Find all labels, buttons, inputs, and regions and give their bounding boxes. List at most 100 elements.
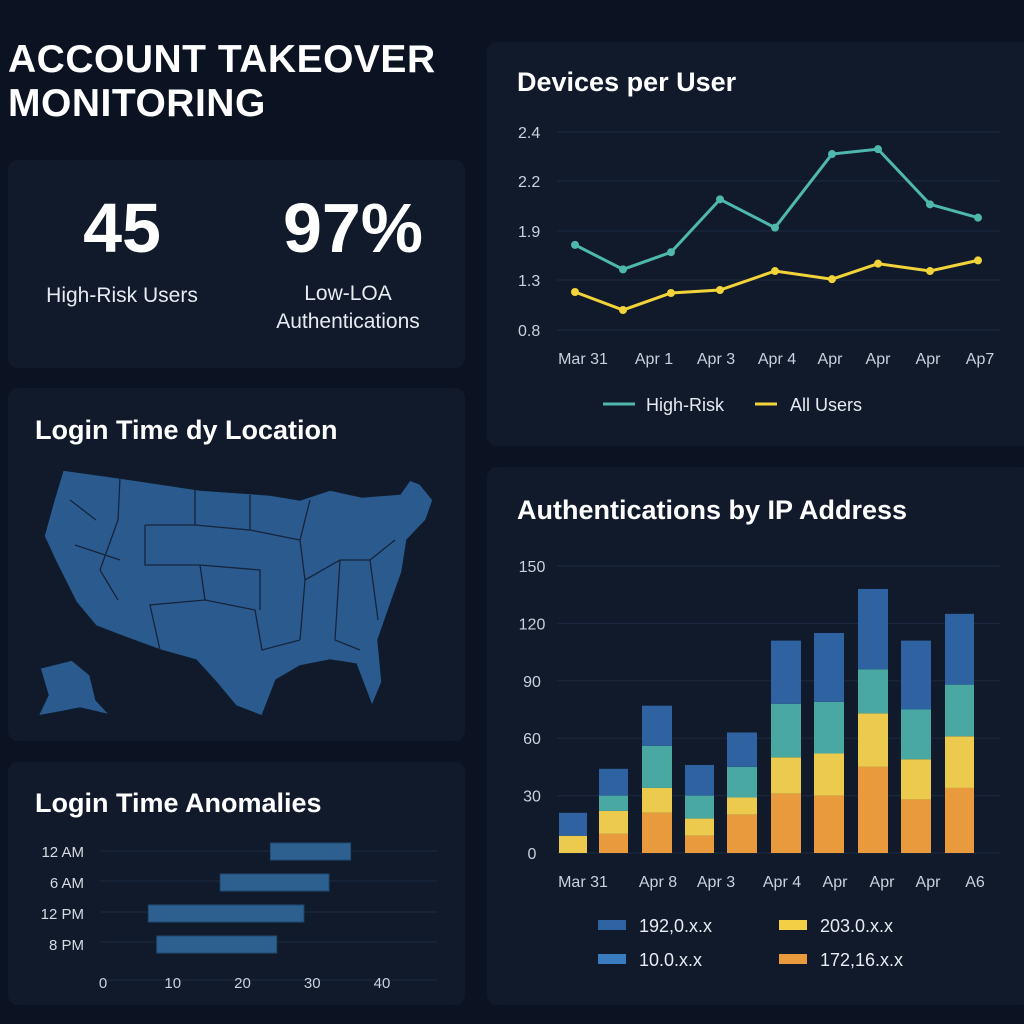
bar-segment <box>858 669 888 714</box>
bar-segment <box>727 732 757 767</box>
legend-swatch <box>598 954 626 964</box>
line-xtick-label: Apr <box>916 351 942 368</box>
line-point <box>571 288 579 296</box>
line-point <box>874 259 882 268</box>
bar-segment <box>559 835 587 853</box>
bar-segment <box>685 835 714 853</box>
bar-ytick-label: 60 <box>523 731 541 748</box>
legend-label: 203.0.x.x <box>820 916 893 936</box>
bar-xtick-label: Apr <box>870 874 896 891</box>
bar-segment <box>559 812 587 836</box>
line-point <box>619 306 627 314</box>
legend-label: High-Risk <box>646 395 725 415</box>
line-point <box>874 145 882 154</box>
line-point <box>771 267 779 276</box>
line-point <box>667 248 675 257</box>
bar-segment <box>642 705 672 746</box>
line-ytick-label: 1.3 <box>518 273 540 290</box>
line-xtick-label: Ap7 <box>966 351 995 368</box>
bar-segment <box>599 833 628 853</box>
range-bar <box>147 904 305 923</box>
range-xtick-label: 40 <box>374 975 391 992</box>
bar-segment <box>814 795 844 853</box>
bar-xtick-label: Apr 4 <box>763 874 801 891</box>
range-xtick-label: 0 <box>99 975 107 992</box>
range-ytick-label: 6 AM <box>50 875 84 892</box>
bar-xtick-label: Mar 31 <box>558 874 608 891</box>
bar-segment <box>771 757 801 794</box>
us-mainland-shape[interactable] <box>43 469 434 717</box>
line-point <box>926 200 934 209</box>
bar-segment <box>858 766 888 853</box>
bar-ytick-label: 120 <box>519 616 546 633</box>
devices-title: Devices per User <box>517 67 737 97</box>
us-map[interactable] <box>36 469 434 717</box>
line-xtick-label: Mar 31 <box>558 351 608 368</box>
bar-segment <box>945 684 974 737</box>
bar-xtick-label: Apr 3 <box>697 874 735 891</box>
bar-segment <box>901 799 931 853</box>
bar-ytick-label: 150 <box>519 559 546 576</box>
bar-xtick-label: Apr 8 <box>639 874 677 891</box>
bar-segment <box>685 795 714 819</box>
range-bar <box>219 873 330 892</box>
range-xtick-label: 20 <box>234 975 251 992</box>
bar-segment <box>685 764 714 796</box>
line-series-0 <box>574 147 979 272</box>
legend-label: All Users <box>790 395 862 415</box>
bar-segment <box>727 814 757 853</box>
line-point <box>716 195 724 204</box>
bar-segment <box>901 709 931 760</box>
bar-ytick-label: 30 <box>523 789 541 806</box>
alaska-shape[interactable] <box>36 659 113 717</box>
range-bar <box>269 842 352 861</box>
bar-segment <box>599 795 628 811</box>
line-point <box>974 213 982 222</box>
title-line-1: ACCOUNT TAKEOVER <box>8 38 436 81</box>
line-xtick-label: Apr <box>866 351 892 368</box>
legend-label: 192,0.x.x <box>639 916 712 936</box>
bar-xtick-label: Apr <box>823 874 849 891</box>
line-ytick-label: 1.9 <box>518 224 540 241</box>
bar-xtick-label: A6 <box>965 874 985 891</box>
bar-segment <box>901 759 931 800</box>
legend-swatch <box>779 954 807 964</box>
bar-segment <box>945 613 974 685</box>
line-xtick-label: Apr 1 <box>635 351 673 368</box>
line-point <box>716 286 724 294</box>
bar-segment <box>858 713 888 767</box>
legend-swatch <box>598 920 626 930</box>
anomalies-title: Login Time Anomalies <box>35 788 322 818</box>
bar-segment <box>685 818 714 836</box>
bar-segment <box>814 632 844 702</box>
bar-segment <box>858 588 888 670</box>
bar-ytick-label: 90 <box>523 674 541 691</box>
range-bar <box>156 935 278 954</box>
bar-segment <box>771 640 801 704</box>
bar-segment <box>771 703 801 758</box>
range-ytick-label: 12 PM <box>41 906 84 923</box>
line-xtick-label: Apr 4 <box>758 351 796 368</box>
low-loa-label-line2: Authentications <box>276 310 420 333</box>
line-xtick-label: Apr 3 <box>697 351 735 368</box>
bar-segment <box>814 701 844 754</box>
bar-segment <box>814 753 844 796</box>
low-loa-label: Low-LOA Authentications <box>238 280 458 336</box>
bar-segment <box>599 768 628 796</box>
legend-label: 172,16.x.x <box>820 950 903 970</box>
line-ytick-label: 2.2 <box>518 174 540 191</box>
bar-segment <box>599 810 628 834</box>
high-risk-users-value: 45 <box>83 189 161 267</box>
line-ytick-label: 0.8 <box>518 323 540 340</box>
bar-ytick-label: 0 <box>528 846 537 863</box>
bar-segment <box>945 736 974 788</box>
line-point <box>667 289 675 297</box>
line-point <box>828 275 836 284</box>
line-point <box>571 240 579 249</box>
line-ytick-label: 2.4 <box>518 125 540 142</box>
low-loa-value: 97% <box>282 189 424 267</box>
bar-xtick-label: Apr <box>916 874 942 891</box>
bar-segment <box>642 812 672 853</box>
title-line-2: MONITORING <box>8 82 266 125</box>
bar-segment <box>642 745 672 788</box>
